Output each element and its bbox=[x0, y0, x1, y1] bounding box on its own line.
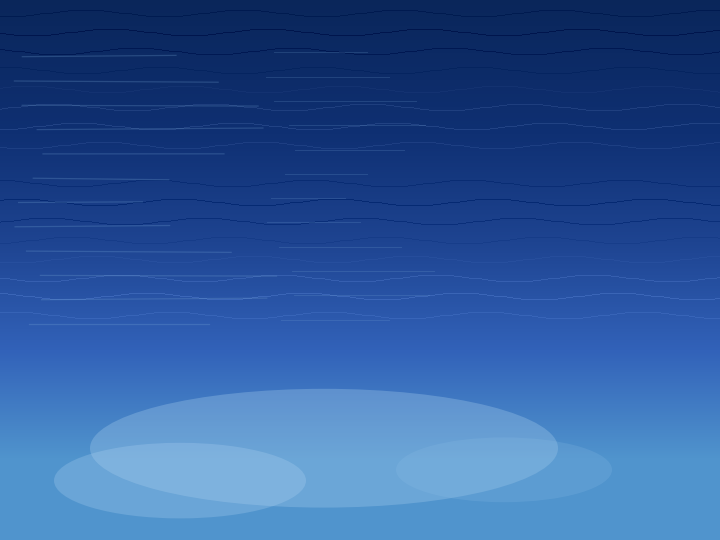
Text: •: • bbox=[362, 222, 374, 241]
FancyBboxPatch shape bbox=[619, 3, 713, 45]
Bar bbox=[0, 0, 720, 50]
Text: Dual energy imaging: Dual energy imaging bbox=[381, 255, 570, 273]
Text: •: • bbox=[25, 208, 37, 227]
Text: Flexibility of plates for mobile X-rays: Flexibility of plates for mobile X-rays bbox=[44, 208, 374, 226]
Ellipse shape bbox=[90, 389, 558, 508]
Text: •: • bbox=[25, 175, 37, 194]
Text: Faster imaging process/workflow: Faster imaging process/workflow bbox=[381, 192, 677, 210]
Text: •: • bbox=[362, 255, 374, 274]
Text: Direct -
TFT, CCD, CMOS: Direct - TFT, CCD, CMOS bbox=[390, 50, 613, 106]
Text: Computed Radiography: Computed Radiography bbox=[55, 68, 387, 92]
Text: Nick Cook, Medical Physics, Christchurch Hospital: Nick Cook, Medical Physics, Christchurch… bbox=[170, 503, 550, 517]
Text: Photostimulable phosphor plates: Photostimulable phosphor plates bbox=[44, 142, 341, 160]
Text: Canterbury: Canterbury bbox=[633, 9, 699, 19]
Text: Enables real-time processing: Enables real-time processing bbox=[381, 222, 642, 240]
Text: Cheap: Cheap bbox=[44, 175, 102, 193]
Text: •: • bbox=[362, 162, 374, 181]
Text: Capital and Coast
Hutt Valley: Capital and Coast Hutt Valley bbox=[638, 21, 694, 32]
Text: Video fluoroscopy - if frame rates
permit: Video fluoroscopy - if frame rates permi… bbox=[381, 298, 682, 340]
Text: •: • bbox=[25, 142, 37, 161]
Text: More sensitive than CR: More sensitive than CR bbox=[381, 162, 589, 180]
Text: Computed and Direct Radiography: Computed and Direct Radiography bbox=[0, 8, 682, 42]
Ellipse shape bbox=[396, 437, 612, 502]
Text: •: • bbox=[362, 298, 374, 317]
Text: TFT - Amorphous Si, Se: TFT - Amorphous Si, Se bbox=[381, 132, 590, 150]
Text: •: • bbox=[362, 192, 374, 211]
Text: •: • bbox=[362, 132, 374, 151]
Text: •: • bbox=[25, 248, 37, 267]
Text: Plates can be used on existing
X-ray machines: Plates can be used on existing X-ray mac… bbox=[44, 248, 319, 289]
Ellipse shape bbox=[54, 443, 306, 518]
